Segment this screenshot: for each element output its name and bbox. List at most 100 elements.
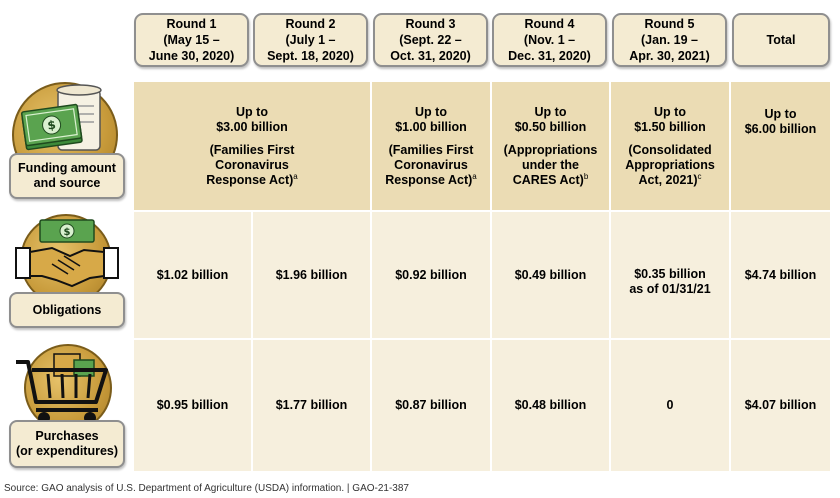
column-date-end: Sept. 18, 2020) xyxy=(267,49,354,63)
obligations-value: $1.96 billion xyxy=(275,267,348,282)
funding-source-line: Coronavirus xyxy=(215,157,289,172)
column-title: Round 4 xyxy=(524,17,575,31)
funding-amount-value: $3.00 billion xyxy=(216,119,288,134)
funding-source-line: under the xyxy=(522,157,579,172)
purchases-cell-round-4: $0.48 billion xyxy=(492,340,609,471)
column-header-round-5: Round 5 (Jan. 19 – Apr. 30, 2021) xyxy=(612,13,727,67)
shopping-cart-icon xyxy=(16,353,108,424)
obligations-cell-round-2: $1.96 billion xyxy=(253,212,370,338)
funding-source-line: (Families First xyxy=(209,142,295,157)
funding-amount-value: $6.00 billion xyxy=(744,122,817,136)
funding-source-line: Appropriations xyxy=(625,157,715,172)
column-date-end: June 30, 2020) xyxy=(148,49,235,63)
footnote-marker: a xyxy=(293,171,298,181)
money-scroll-icon: $ xyxy=(20,84,102,151)
funding-amount-label: Up to xyxy=(415,104,447,119)
purchases-cell-round-2: $1.77 billion xyxy=(253,340,370,471)
funding-source-line: Response Act)a xyxy=(385,171,477,188)
funding-amount-label: Up to xyxy=(236,104,268,119)
obligations-value: $0.92 billion xyxy=(395,267,467,282)
column-date-start: (Sept. 22 – xyxy=(399,33,462,47)
purchases-cell-round-5: 0 xyxy=(611,340,729,471)
column-divider xyxy=(251,212,253,471)
column-title: Round 2 xyxy=(285,17,336,31)
column-date-start: (Nov. 1 – xyxy=(523,33,576,47)
purchases-cell-total: $4.07 billion xyxy=(731,340,830,471)
purchases-row-background xyxy=(134,340,830,471)
row-label-text: (or expenditures) xyxy=(15,444,119,458)
purchases-cell-round-1: $0.95 billion xyxy=(134,340,251,471)
svg-text:$: $ xyxy=(46,118,56,133)
column-date-start: (May 15 – xyxy=(163,33,220,47)
column-title: Total xyxy=(766,33,796,47)
column-title: Round 3 xyxy=(405,17,456,31)
funding-amount-label: Up to xyxy=(534,104,567,119)
column-divider xyxy=(490,82,492,471)
funding-amount-label: Up to xyxy=(654,104,686,119)
funding-source-line: (Consolidated xyxy=(628,142,712,157)
funding-cell-total: Up to $6.00 billion xyxy=(731,82,830,210)
obligations-date-note: as of 01/31/21 xyxy=(629,282,711,296)
handshake-money-icon: $ xyxy=(15,219,119,288)
funding-source-line: Coronavirus xyxy=(394,157,468,172)
obligations-row-background xyxy=(134,212,830,338)
row-label-text: Obligations xyxy=(32,302,102,317)
column-date-end: Oct. 31, 2020) xyxy=(390,49,471,63)
obligations-cell-round-4: $0.49 billion xyxy=(492,212,609,338)
column-date-start: (Jan. 19 – xyxy=(641,33,698,47)
funding-source-line: Response Act)a xyxy=(206,171,298,188)
column-date-end: Apr. 30, 2021) xyxy=(629,49,710,63)
svg-text:$: $ xyxy=(64,227,71,238)
column-header-round-3: Round 3 (Sept. 22 – Oct. 31, 2020) xyxy=(373,13,488,67)
column-date-start: (July 1 – xyxy=(285,33,336,47)
footnote-marker: b xyxy=(583,171,589,181)
obligations-cell-round-1: $1.02 billion xyxy=(134,212,251,338)
footnote-marker: a xyxy=(472,171,477,181)
purchases-value: $4.07 billion xyxy=(744,398,817,412)
funding-cell-round-3: Up to $1.00 billion (Families First Coro… xyxy=(372,82,490,210)
funding-amount-value: $1.00 billion xyxy=(395,119,467,134)
funding-cell-round-5: Up to $1.50 billion (Consolidated Approp… xyxy=(611,82,729,210)
funding-source-line: (Families First xyxy=(388,142,474,157)
column-title: Round 1 xyxy=(166,17,217,31)
row-label-funding: Funding amount and source xyxy=(9,153,125,199)
row-label-text: and source xyxy=(33,176,101,190)
purchases-value: $1.77 billion xyxy=(275,398,348,412)
funding-amount-value: $0.50 billion xyxy=(514,119,587,134)
row-label-text: Purchases xyxy=(35,429,99,443)
funding-amount-label: Up to xyxy=(764,107,797,121)
column-divider xyxy=(729,82,731,471)
source-note: Source: GAO analysis of U.S. Department … xyxy=(4,483,409,494)
purchases-value: $0.95 billion xyxy=(156,398,229,412)
column-date-end: Dec. 31, 2020) xyxy=(508,49,591,63)
obligations-cell-round-3: $0.92 billion xyxy=(372,212,490,338)
column-divider xyxy=(609,82,611,471)
obligations-cell-round-5: $0.35 billion as of 01/31/21 xyxy=(611,212,729,338)
obligations-value: $4.74 billion xyxy=(744,267,817,282)
funding-source-text: CARES Act) xyxy=(512,172,584,187)
funding-source-line: Act, 2021)c xyxy=(638,171,702,188)
purchases-value: $0.87 billion xyxy=(395,398,467,412)
funding-cell-round-4: Up to $0.50 billion (Appropriations unde… xyxy=(492,82,609,210)
column-header-round-1: Round 1 (May 15 – June 30, 2020) xyxy=(134,13,249,67)
funding-source-line: CARES Act)b xyxy=(512,171,589,188)
funding-row-background xyxy=(134,82,830,210)
obligations-cell-total: $4.74 billion xyxy=(731,212,830,338)
obligations-value: $0.49 billion xyxy=(514,267,587,282)
purchases-value: $0.48 billion xyxy=(514,398,587,412)
funding-source-text: Act, 2021) xyxy=(638,172,698,187)
row-label-purchases: Purchases (or expenditures) xyxy=(9,420,125,468)
footnote-marker: c xyxy=(697,171,702,181)
funding-source-text: Response Act) xyxy=(206,172,294,187)
column-header-round-4: Round 4 (Nov. 1 – Dec. 31, 2020) xyxy=(492,13,607,67)
funding-amount-value: $1.50 billion xyxy=(634,119,706,134)
purchases-cell-round-3: $0.87 billion xyxy=(372,340,490,471)
column-title: Round 5 xyxy=(644,17,695,31)
column-header-round-2: Round 2 (July 1 – Sept. 18, 2020) xyxy=(253,13,368,67)
column-header-total: Total xyxy=(732,13,830,67)
funding-source-line: (Appropriations xyxy=(503,142,598,157)
purchases-value: 0 xyxy=(666,398,674,412)
column-divider xyxy=(370,82,372,471)
funding-cell-rounds-1-2: Up to $3.00 billion (Families First Coro… xyxy=(134,82,370,210)
row-label-obligations: Obligations xyxy=(9,292,125,328)
